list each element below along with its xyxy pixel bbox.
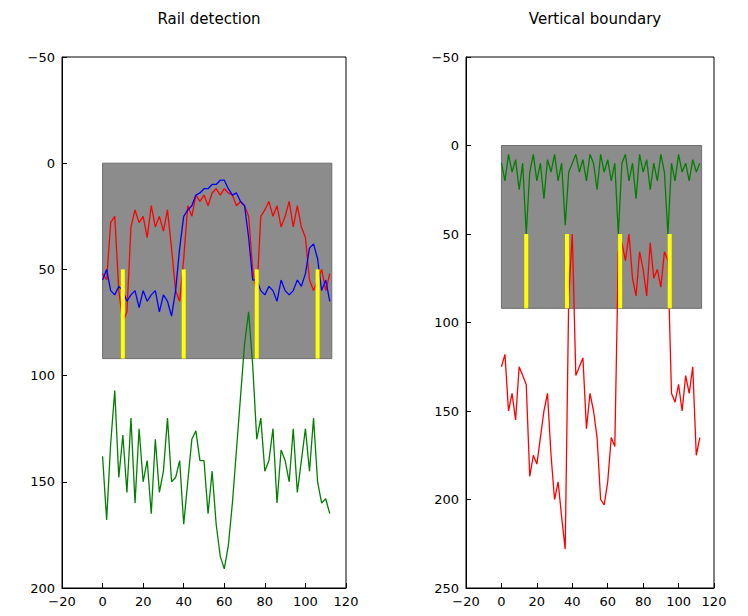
svg-text:20: 20 — [135, 594, 152, 609]
svg-text:40: 40 — [175, 594, 192, 609]
svg-text:Vertical boundary: Vertical boundary — [529, 10, 662, 28]
svg-text:80: 80 — [635, 594, 652, 609]
svg-text:0: 0 — [47, 156, 55, 171]
svg-text:20: 20 — [529, 594, 546, 609]
svg-text:150: 150 — [434, 404, 459, 419]
svg-text:50: 50 — [442, 227, 459, 242]
svg-text:100: 100 — [293, 594, 318, 609]
svg-text:40: 40 — [564, 594, 581, 609]
svg-text:80: 80 — [257, 594, 274, 609]
svg-text:60: 60 — [599, 594, 616, 609]
svg-text:250: 250 — [434, 580, 459, 596]
svg-text:−50: −50 — [28, 50, 55, 65]
svg-text:60: 60 — [216, 594, 233, 609]
svg-text:120: 120 — [702, 594, 727, 609]
svg-text:−50: −50 — [432, 50, 459, 65]
svg-text:120: 120 — [334, 594, 359, 609]
svg-text:150: 150 — [30, 474, 55, 489]
svg-text:−20: −20 — [48, 594, 75, 609]
svg-text:100: 100 — [434, 315, 459, 330]
svg-text:Rail detection: Rail detection — [157, 10, 260, 28]
svg-text:200: 200 — [30, 580, 55, 596]
svg-text:−20: −20 — [452, 594, 479, 609]
svg-text:100: 100 — [666, 594, 691, 609]
svg-text:0: 0 — [451, 138, 459, 153]
svg-text:0: 0 — [497, 594, 505, 609]
svg-text:100: 100 — [30, 368, 55, 383]
svg-text:50: 50 — [38, 262, 55, 277]
svg-text:0: 0 — [98, 594, 106, 609]
svg-text:200: 200 — [434, 492, 459, 507]
